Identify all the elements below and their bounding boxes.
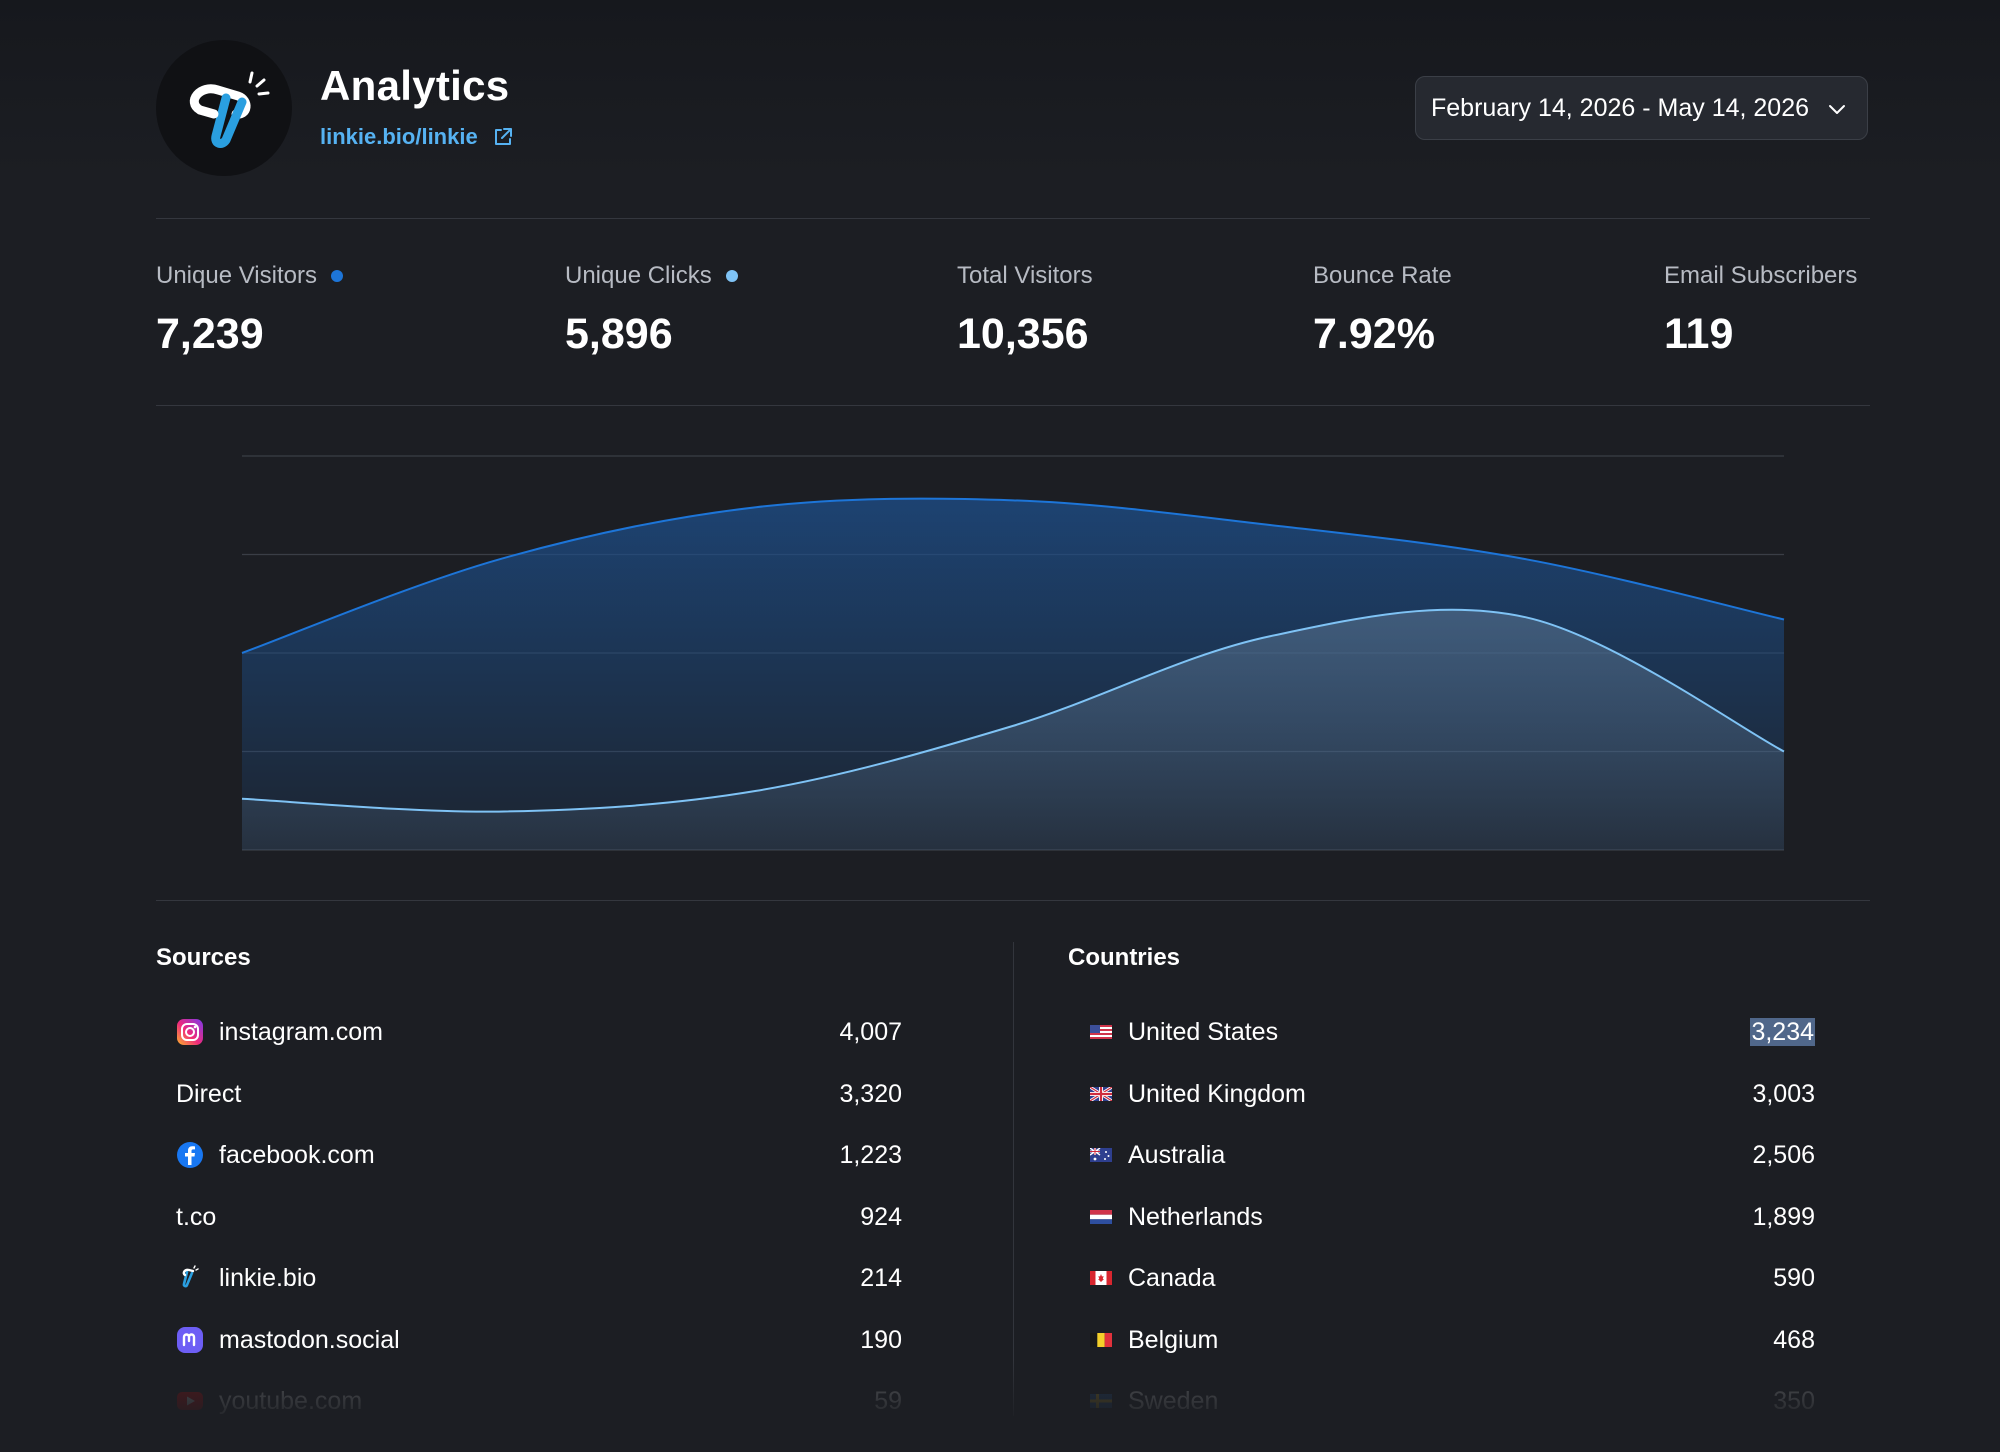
series-dot-icon xyxy=(725,270,738,282)
country-row[interactable]: Netherlands 1,899 xyxy=(1088,1195,1815,1239)
linkie-logo xyxy=(156,40,292,176)
header: Analytics linkie.bio/linkie February 14,… xyxy=(156,40,1870,176)
stat-label-row: Unique Visitors xyxy=(156,262,343,290)
source-value: 4,007 xyxy=(839,1018,902,1046)
stat-label: Email Subscribers xyxy=(1664,262,1858,289)
stat-bounce-rate: Bounce Rate 7.92% xyxy=(1313,262,1452,359)
australia-flag-icon xyxy=(1090,1148,1112,1162)
country-label: Belgium xyxy=(1128,1325,1219,1354)
stat-label-row: Unique Clicks xyxy=(565,262,738,290)
source-label: instagram.com xyxy=(219,1017,383,1046)
country-value: 468 xyxy=(1773,1326,1815,1354)
stat-label: Unique Visitors xyxy=(156,262,317,289)
source-label: Direct xyxy=(176,1079,242,1108)
stat-label-row: Bounce Rate xyxy=(1313,262,1452,290)
source-value: 190 xyxy=(860,1326,902,1354)
country-label: Australia xyxy=(1128,1140,1226,1169)
chevron-down-icon xyxy=(1829,105,1845,114)
source-row[interactable]: Direct 3,320 xyxy=(176,1072,902,1116)
date-range-picker[interactable]: February 14, 2026 - May 14, 2026 xyxy=(1415,76,1868,140)
chart-divider xyxy=(156,900,1870,901)
country-value: 2,506 xyxy=(1752,1141,1815,1169)
source-label: linkie.bio xyxy=(219,1263,317,1292)
source-label: youtube.com xyxy=(219,1386,363,1415)
country-row[interactable]: United Kingdom 3,003 xyxy=(1088,1072,1815,1116)
clicks-series-line xyxy=(241,608,1785,813)
source-row[interactable]: mastodon.social 190 xyxy=(176,1318,902,1362)
sweden-flag-icon xyxy=(1090,1394,1112,1408)
source-row[interactable]: linkie.bio 214 xyxy=(176,1256,902,1300)
source-value: 214 xyxy=(860,1264,902,1292)
country-label: United Kingdom xyxy=(1128,1079,1306,1108)
linkie-icon xyxy=(182,1265,199,1288)
country-label: Canada xyxy=(1128,1263,1216,1292)
canada-flag-icon xyxy=(1090,1271,1112,1285)
facebook-icon xyxy=(177,1142,203,1168)
clicks-series-area xyxy=(242,609,1784,850)
stat-label: Total Visitors xyxy=(957,262,1093,289)
stat-value: 7,239 xyxy=(156,310,264,358)
visitors-series-line xyxy=(241,497,1785,654)
source-value: 59 xyxy=(874,1387,902,1415)
country-label: Netherlands xyxy=(1128,1202,1263,1231)
profile-link[interactable]: linkie.bio/linkie xyxy=(320,124,514,150)
stat-value: 7.92% xyxy=(1313,310,1435,358)
country-value: 3,003 xyxy=(1752,1080,1815,1108)
profile-link-text: linkie.bio/linkie xyxy=(320,124,478,149)
stat-label-row: Email Subscribers xyxy=(1664,262,1857,290)
header-divider xyxy=(156,218,1870,219)
stat-label-row: Total Visitors xyxy=(957,262,1093,290)
source-row[interactable]: t.co 924 xyxy=(176,1195,902,1239)
stat-value: 119 xyxy=(1664,310,1734,358)
stat-unique-clicks[interactable]: Unique Clicks 5,896 xyxy=(565,262,738,359)
country-label: Sweden xyxy=(1128,1386,1219,1415)
source-value: 3,320 xyxy=(839,1080,902,1108)
sources-title: Sources xyxy=(156,944,251,971)
country-value: 1,899 xyxy=(1752,1203,1815,1231)
source-value: 924 xyxy=(860,1203,902,1231)
stats-divider xyxy=(156,405,1870,406)
source-row[interactable]: youtube.com 59 xyxy=(176,1379,902,1423)
us-flag-icon xyxy=(1090,1025,1112,1039)
belgium-flag-icon xyxy=(1090,1333,1112,1347)
source-row[interactable]: facebook.com 1,223 xyxy=(176,1133,902,1177)
countries-title: Countries xyxy=(1068,944,1181,971)
stat-unique-visitors[interactable]: Unique Visitors 7,239 xyxy=(156,262,343,359)
country-value-wrap: 3,234 xyxy=(1750,1010,1815,1054)
country-value: 590 xyxy=(1773,1264,1815,1292)
country-row[interactable]: Canada 590 xyxy=(1088,1256,1815,1300)
stat-email-subscribers: Email Subscribers 119 xyxy=(1664,262,1857,359)
date-range-value: February 14, 2026 - May 14, 2026 xyxy=(1431,93,1810,122)
external-link-icon xyxy=(494,128,512,145)
country-row[interactable]: Australia 2,506 xyxy=(1088,1133,1815,1177)
country-row[interactable]: United States 3,234 xyxy=(1088,1010,1815,1054)
stat-value: 10,356 xyxy=(957,310,1089,358)
sources-panel: Sources xyxy=(156,944,251,972)
country-row[interactable]: Belgium 468 xyxy=(1088,1318,1815,1362)
mastodon-icon xyxy=(177,1327,203,1353)
source-label: t.co xyxy=(176,1202,217,1231)
country-row[interactable]: Sweden 350 xyxy=(1088,1379,1815,1423)
source-value: 1,223 xyxy=(839,1141,902,1169)
series-dot-icon xyxy=(330,270,343,282)
stat-label: Unique Clicks xyxy=(565,262,712,289)
panel-separator xyxy=(1013,942,1014,1416)
country-value: 350 xyxy=(1773,1387,1815,1415)
country-value: 3,234 xyxy=(1750,1018,1815,1046)
instagram-icon xyxy=(177,1019,203,1045)
netherlands-flag-icon xyxy=(1090,1210,1112,1224)
stat-label: Bounce Rate xyxy=(1313,262,1452,289)
uk-flag-icon xyxy=(1090,1087,1112,1101)
page-title: Analytics xyxy=(320,62,510,109)
visitors-area-chart xyxy=(241,455,1785,851)
country-label: United States xyxy=(1128,1017,1279,1046)
youtube-icon xyxy=(177,1392,203,1410)
stat-total-visitors: Total Visitors 10,356 xyxy=(957,262,1093,359)
countries-panel: Countries xyxy=(1068,944,1180,972)
source-label: mastodon.social xyxy=(219,1325,400,1354)
source-row[interactable]: instagram.com 4,007 xyxy=(176,1010,902,1054)
stat-value: 5,896 xyxy=(565,310,673,358)
source-label: facebook.com xyxy=(219,1140,375,1169)
